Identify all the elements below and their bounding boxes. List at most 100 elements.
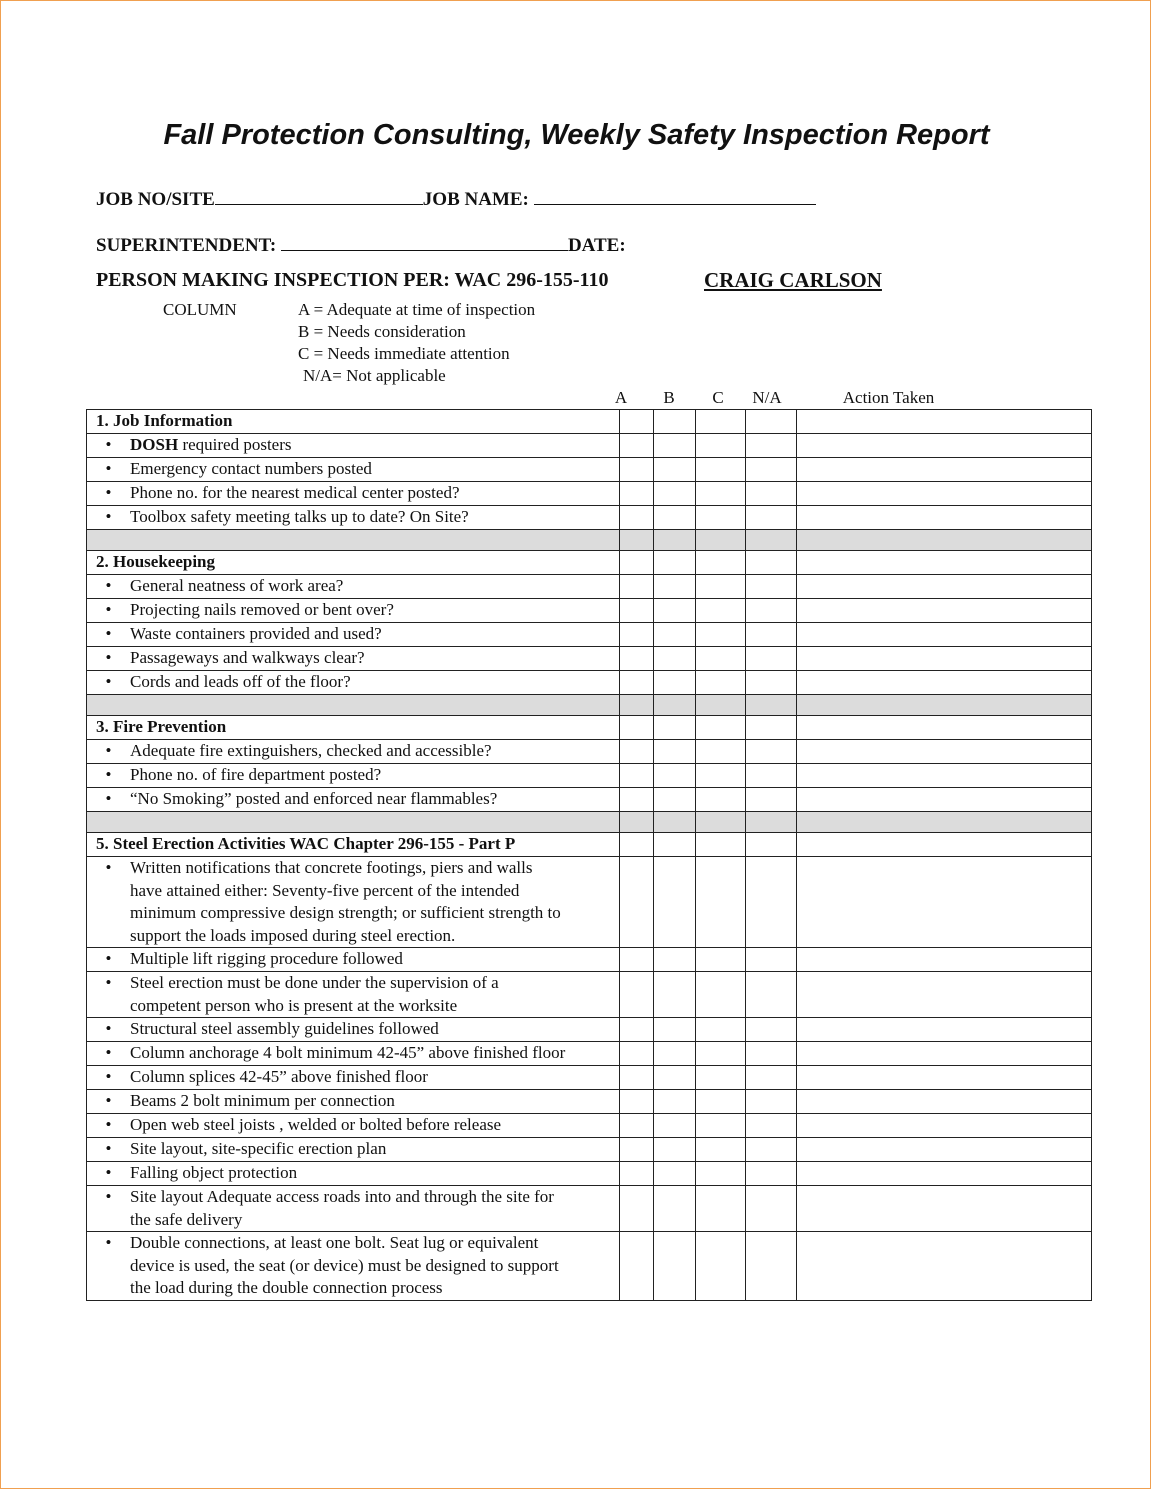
cell-c[interactable] — [695, 1017, 746, 1042]
cell-b[interactable] — [653, 646, 696, 671]
cell-b[interactable] — [653, 1231, 696, 1301]
cell-c[interactable] — [695, 646, 746, 671]
cell-na[interactable] — [745, 457, 797, 482]
cell-a[interactable] — [619, 1137, 654, 1162]
cell-c[interactable] — [695, 787, 746, 812]
cell-action-taken[interactable] — [796, 1185, 1092, 1232]
cell-action-taken[interactable] — [796, 409, 1092, 434]
cell-c[interactable] — [695, 574, 746, 599]
cell-a[interactable] — [619, 1089, 654, 1114]
cell-c[interactable] — [695, 1231, 746, 1301]
cell-na[interactable] — [745, 1137, 797, 1162]
cell-b[interactable] — [653, 971, 696, 1018]
cell-c[interactable] — [695, 1137, 746, 1162]
cell-a[interactable] — [619, 1065, 654, 1090]
cell-action-taken[interactable] — [796, 787, 1092, 812]
cell-b[interactable] — [653, 574, 696, 599]
cell-a[interactable] — [619, 947, 654, 972]
cell-a[interactable] — [619, 1113, 654, 1138]
cell-action-taken[interactable] — [796, 971, 1092, 1018]
cell-na[interactable] — [745, 1065, 797, 1090]
cell-action-taken[interactable] — [796, 1137, 1092, 1162]
cell-b[interactable] — [653, 1065, 696, 1090]
cell-action-taken[interactable] — [796, 433, 1092, 458]
cell-na[interactable] — [745, 574, 797, 599]
cell-action-taken[interactable] — [796, 622, 1092, 647]
cell-na[interactable] — [745, 433, 797, 458]
cell-a[interactable] — [619, 1041, 654, 1066]
cell-c[interactable] — [695, 971, 746, 1018]
cell-na[interactable] — [745, 715, 797, 740]
cell-action-taken[interactable] — [796, 1041, 1092, 1066]
cell-a[interactable] — [619, 598, 654, 623]
cell-action-taken[interactable] — [796, 670, 1092, 695]
cell-a[interactable] — [619, 646, 654, 671]
cell-c[interactable] — [695, 409, 746, 434]
cell-na[interactable] — [745, 1017, 797, 1042]
cell-na[interactable] — [745, 646, 797, 671]
cell-na[interactable] — [745, 787, 797, 812]
cell-a[interactable] — [619, 1017, 654, 1042]
cell-action-taken[interactable] — [796, 1231, 1092, 1301]
cell-na[interactable] — [745, 481, 797, 506]
cell-action-taken[interactable] — [796, 505, 1092, 530]
cell-a[interactable] — [619, 832, 654, 857]
cell-c[interactable] — [695, 505, 746, 530]
cell-b[interactable] — [653, 947, 696, 972]
cell-action-taken[interactable] — [796, 947, 1092, 972]
cell-action-taken[interactable] — [796, 856, 1092, 948]
cell-c[interactable] — [695, 1041, 746, 1066]
cell-na[interactable] — [745, 1231, 797, 1301]
cell-c[interactable] — [695, 622, 746, 647]
cell-a[interactable] — [619, 1185, 654, 1232]
cell-na[interactable] — [745, 670, 797, 695]
cell-c[interactable] — [695, 670, 746, 695]
cell-action-taken[interactable] — [796, 1161, 1092, 1186]
cell-a[interactable] — [619, 574, 654, 599]
cell-action-taken[interactable] — [796, 1089, 1092, 1114]
cell-a[interactable] — [619, 550, 654, 575]
cell-na[interactable] — [745, 409, 797, 434]
cell-b[interactable] — [653, 550, 696, 575]
cell-b[interactable] — [653, 1017, 696, 1042]
cell-na[interactable] — [745, 971, 797, 1018]
cell-b[interactable] — [653, 1089, 696, 1114]
cell-action-taken[interactable] — [796, 739, 1092, 764]
cell-c[interactable] — [695, 1185, 746, 1232]
cell-na[interactable] — [745, 763, 797, 788]
cell-b[interactable] — [653, 505, 696, 530]
cell-c[interactable] — [695, 1089, 746, 1114]
cell-action-taken[interactable] — [796, 832, 1092, 857]
cell-c[interactable] — [695, 481, 746, 506]
cell-c[interactable] — [695, 947, 746, 972]
cell-b[interactable] — [653, 787, 696, 812]
cell-c[interactable] — [695, 715, 746, 740]
cell-b[interactable] — [653, 622, 696, 647]
job-name-field[interactable] — [533, 186, 816, 205]
cell-a[interactable] — [619, 763, 654, 788]
cell-na[interactable] — [745, 947, 797, 972]
cell-c[interactable] — [695, 739, 746, 764]
job-no-field[interactable] — [214, 186, 423, 205]
cell-action-taken[interactable] — [796, 1017, 1092, 1042]
cell-action-taken[interactable] — [796, 763, 1092, 788]
cell-a[interactable] — [619, 622, 654, 647]
cell-a[interactable] — [619, 433, 654, 458]
cell-a[interactable] — [619, 787, 654, 812]
cell-c[interactable] — [695, 832, 746, 857]
cell-action-taken[interactable] — [796, 481, 1092, 506]
cell-a[interactable] — [619, 1231, 654, 1301]
cell-c[interactable] — [695, 763, 746, 788]
cell-b[interactable] — [653, 856, 696, 948]
cell-action-taken[interactable] — [796, 457, 1092, 482]
cell-action-taken[interactable] — [796, 715, 1092, 740]
cell-c[interactable] — [695, 1113, 746, 1138]
cell-b[interactable] — [653, 481, 696, 506]
cell-c[interactable] — [695, 433, 746, 458]
cell-action-taken[interactable] — [796, 550, 1092, 575]
cell-b[interactable] — [653, 1041, 696, 1066]
cell-a[interactable] — [619, 971, 654, 1018]
cell-b[interactable] — [653, 832, 696, 857]
cell-b[interactable] — [653, 1185, 696, 1232]
cell-na[interactable] — [745, 832, 797, 857]
